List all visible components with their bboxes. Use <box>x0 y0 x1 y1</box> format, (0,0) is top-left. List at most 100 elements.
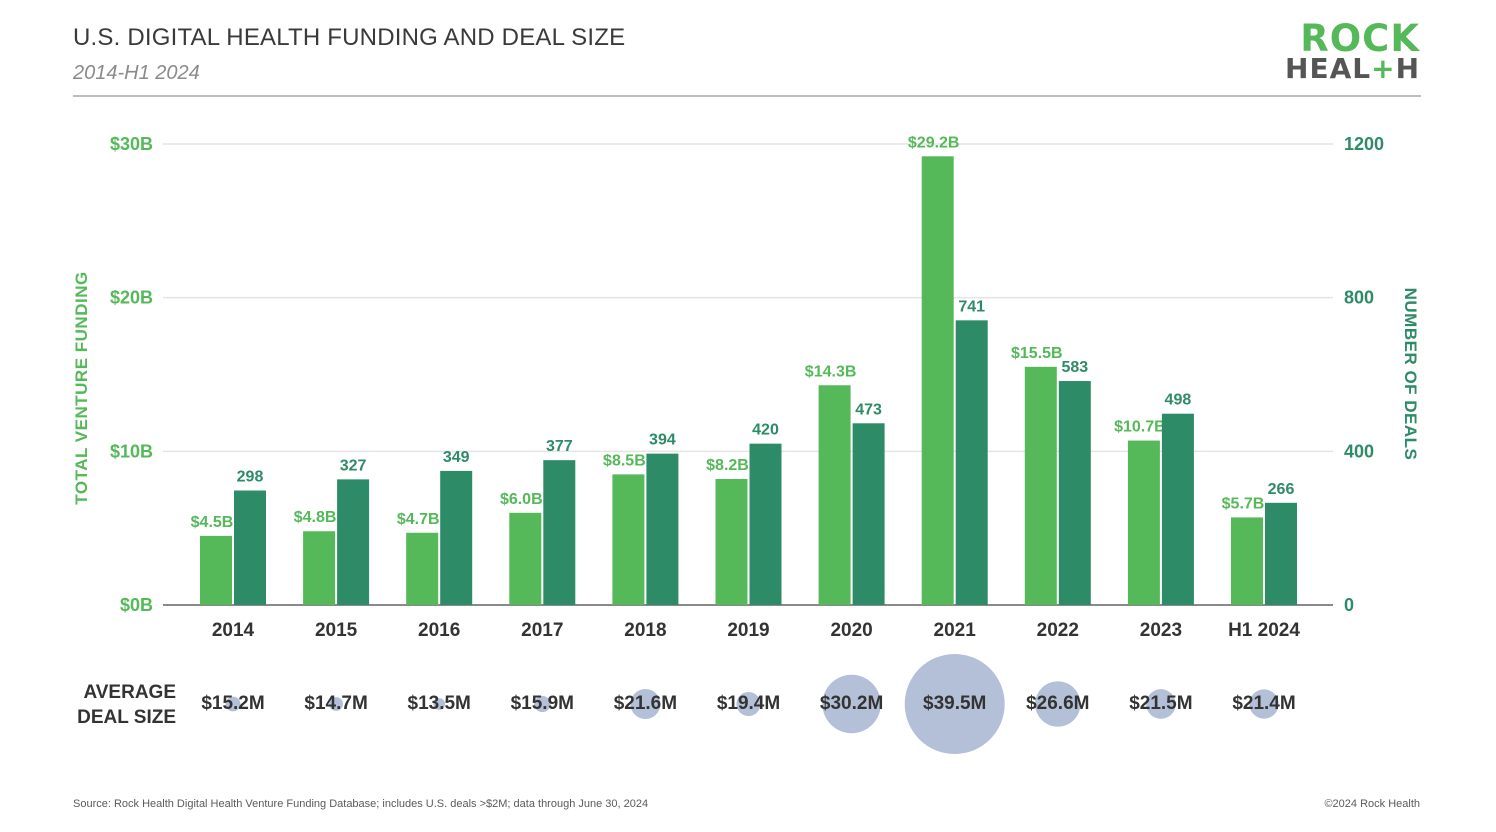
funding-value-label: $8.2B <box>706 457 749 474</box>
funding-value-label: $4.7B <box>397 511 440 528</box>
x-tick-label: 2015 <box>315 620 358 641</box>
y-tick-left: $10B <box>110 441 153 461</box>
deal-size-label: $39.5M <box>923 693 986 714</box>
funding-value-label: $15.5B <box>1011 345 1063 362</box>
deals-bar <box>646 453 679 605</box>
deals-bar <box>1265 502 1297 605</box>
deal-size-label: $15.9M <box>511 693 574 714</box>
rock-health-logo: ROCK HEAL+H <box>1285 20 1420 83</box>
deal-size-label: $13.5M <box>408 693 471 714</box>
deal-size-label: $21.4M <box>1232 693 1295 714</box>
funding-bar <box>303 531 336 605</box>
funding-bar <box>1024 366 1057 605</box>
x-tick-label: H1 2024 <box>1228 620 1300 641</box>
deal-size-bubble <box>736 691 761 717</box>
y-tick-right: 1200 <box>1344 134 1384 154</box>
deals-bar <box>1058 381 1091 605</box>
header-divider <box>73 95 1421 97</box>
deal-size-label: $26.6M <box>1026 693 1089 714</box>
x-tick-label: 2018 <box>624 620 666 641</box>
deals-bar <box>955 320 988 605</box>
deals-value-label: 349 <box>443 449 470 466</box>
deals-value-label: 741 <box>958 298 985 315</box>
deals-value-label: 298 <box>237 469 264 486</box>
logo-text: HEAL <box>1285 52 1372 85</box>
deals-value-label: 327 <box>340 457 367 474</box>
deals-bar <box>337 479 370 605</box>
deals-value-label: 498 <box>1165 392 1192 409</box>
funding-value-label: $14.3B <box>805 363 857 380</box>
deal-size-bubble <box>630 689 661 719</box>
avg-deal-size-title-line1: AVERAGE <box>83 682 176 703</box>
funding-bar <box>1231 517 1263 605</box>
deal-size-label: $15.2M <box>201 693 264 714</box>
y-tick-left: $0B <box>120 595 153 615</box>
deal-size-bubble <box>1035 681 1081 727</box>
source-note: Source: Rock Health Digital Health Ventu… <box>73 798 649 810</box>
x-tick-label: 2023 <box>1140 620 1182 641</box>
deals-bar <box>543 460 576 605</box>
funding-value-label: $8.5B <box>603 452 646 469</box>
deals-bar <box>852 423 885 605</box>
logo-line-1: ROCK <box>1300 17 1420 60</box>
x-tick-label: 2014 <box>212 620 255 641</box>
funding-bar <box>612 474 645 605</box>
funding-value-label: $4.8B <box>294 509 337 526</box>
funding-bar <box>1127 440 1160 605</box>
deals-bar <box>234 490 266 605</box>
deals-value-label: 420 <box>752 422 779 439</box>
logo-text-end: H <box>1395 52 1420 85</box>
chart-title: U.S. DIGITAL HEALTH FUNDING AND DEAL SIZ… <box>73 24 626 51</box>
deals-value-label: 394 <box>649 432 676 449</box>
deal-size-label: $21.6M <box>614 693 677 714</box>
deals-value-label: 583 <box>1061 359 1088 376</box>
deal-size-label: $30.2M <box>820 693 883 714</box>
funding-bar <box>818 385 851 605</box>
deal-size-bubble <box>1146 689 1176 719</box>
deal-size-bubble <box>225 696 241 712</box>
y-axis-title-right: NUMBER OF DEALS <box>1401 288 1420 461</box>
deal-size-label: $21.5M <box>1129 693 1192 714</box>
x-tick-label: 2020 <box>830 620 872 641</box>
x-tick-label: 2022 <box>1037 620 1079 641</box>
funding-value-label: $29.2B <box>908 134 960 151</box>
funding-bar <box>715 478 748 605</box>
y-tick-left: $30B <box>110 134 153 154</box>
avg-deal-size-title-line2: DEAL SIZE <box>77 707 176 728</box>
deal-size-label: $14.7M <box>304 693 367 714</box>
x-tick-label: 2019 <box>727 620 769 641</box>
funding-value-label: $4.5B <box>191 514 234 531</box>
x-tick-label: 2017 <box>521 620 563 641</box>
y-tick-right: 0 <box>1344 595 1354 615</box>
deals-bar <box>749 443 782 605</box>
deal-size-bubble <box>904 654 1005 754</box>
deal-size-label: $19.4M <box>717 693 780 714</box>
deal-size-bubble <box>1249 689 1279 719</box>
logo-plus: + <box>1371 52 1396 85</box>
funding-value-label: $6.0B <box>500 491 543 508</box>
funding-bar <box>200 535 232 605</box>
deal-size-bubble <box>822 674 881 734</box>
y-axis-title-left: TOTAL VENTURE FUNDING <box>72 271 91 504</box>
deal-size-bubble <box>329 697 344 711</box>
x-tick-label: 2016 <box>418 620 460 641</box>
funding-value-label: $10.7B <box>1114 419 1166 436</box>
deals-value-label: 473 <box>855 401 882 418</box>
deal-size-bubble <box>534 695 551 713</box>
funding-bar <box>921 156 954 605</box>
deal-size-bubble <box>433 698 446 710</box>
funding-bar <box>509 512 542 605</box>
y-tick-right: 800 <box>1344 288 1374 308</box>
deals-value-label: 266 <box>1268 481 1295 498</box>
x-tick-label: 2021 <box>934 620 977 641</box>
y-tick-left: $20B <box>110 288 153 308</box>
y-tick-right: 400 <box>1344 441 1374 461</box>
copyright: ©2024 Rock Health <box>1324 798 1420 810</box>
funding-value-label: $5.7B <box>1222 495 1265 512</box>
deals-bar <box>440 470 473 605</box>
funding-bar <box>406 532 439 605</box>
deals-bar <box>1161 413 1194 605</box>
logo-line-2: HEAL+H <box>1285 55 1420 83</box>
chart-subtitle: 2014-H1 2024 <box>73 62 200 84</box>
